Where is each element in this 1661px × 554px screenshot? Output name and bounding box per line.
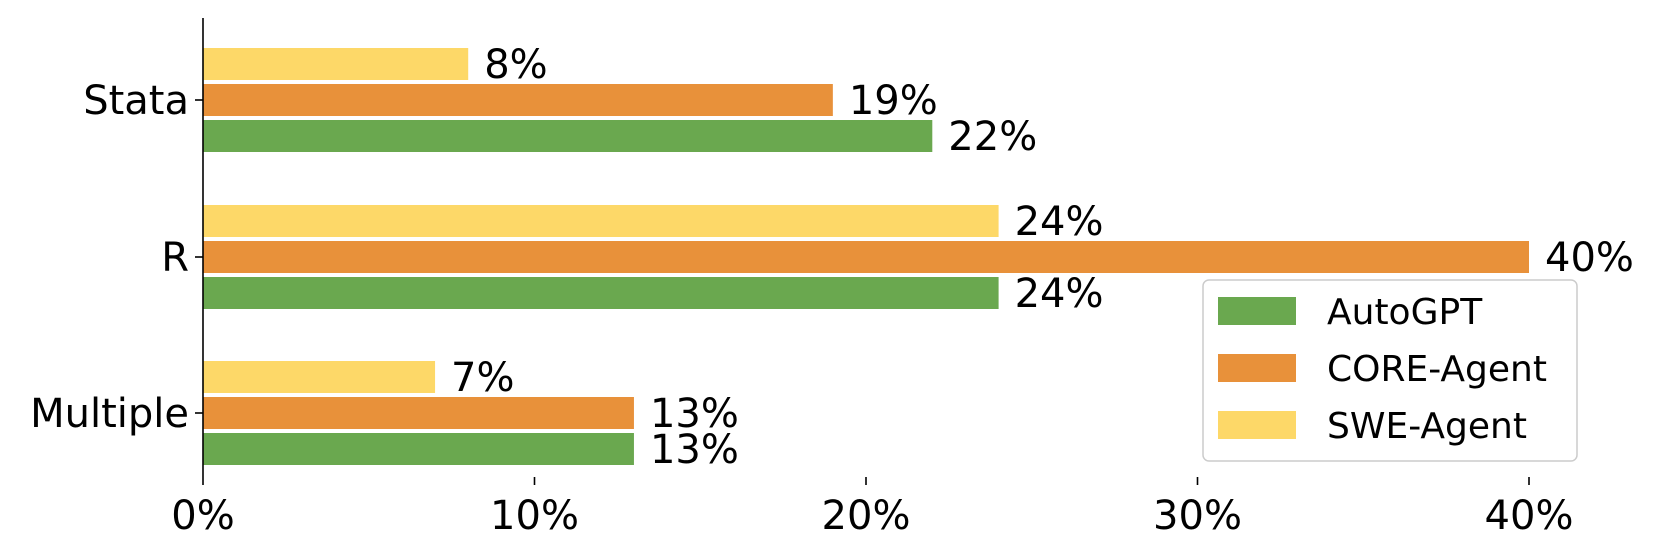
data-label-swe-agent-r: 24% — [1015, 199, 1104, 245]
legend-label-core-agent: CORE-Agent — [1327, 349, 1547, 390]
bar-swe-agent-r — [203, 205, 999, 237]
legend: AutoGPT CORE-Agent SWE-Agent — [1202, 279, 1578, 462]
bar-swe-agent-stata — [203, 48, 469, 80]
x-tick-label-0: 0% — [171, 493, 234, 539]
bar-core-agent-multiple — [203, 397, 634, 429]
legend-box — [1202, 279, 1578, 462]
axes-layer: Stata R Multiple 0% 10% 20% 30% 40% — [30, 18, 1573, 539]
x-tick-label-10: 10% — [490, 493, 579, 539]
bar-core-agent-r — [203, 241, 1529, 273]
x-tick-label-20: 20% — [822, 493, 911, 539]
data-label-core-agent-stata: 19% — [849, 78, 938, 124]
bar-autogpt-stata — [203, 120, 933, 152]
data-label-swe-agent-stata: 8% — [484, 42, 547, 88]
bars-layer — [203, 48, 1529, 465]
x-tick-label-40: 40% — [1485, 493, 1574, 539]
legend-swatch-core-agent — [1218, 354, 1296, 382]
bar-core-agent-stata — [203, 84, 833, 116]
data-label-autogpt-r: 24% — [1015, 271, 1104, 317]
legend-swatch-swe-agent — [1218, 411, 1296, 439]
data-label-core-agent-r: 40% — [1545, 235, 1634, 281]
legend-label-swe-agent: SWE-Agent — [1327, 406, 1527, 447]
bar-autogpt-multiple — [203, 433, 634, 465]
data-label-core-agent-multiple: 13% — [650, 391, 739, 437]
legend-swatch-autogpt — [1218, 297, 1296, 325]
y-tick-label-stata: Stata — [83, 78, 189, 124]
data-label-swe-agent-multiple: 7% — [451, 355, 514, 401]
bar-autogpt-r — [203, 277, 999, 309]
data-label-autogpt-stata: 22% — [948, 114, 1037, 160]
legend-label-autogpt: AutoGPT — [1327, 292, 1483, 333]
x-tick-label-30: 30% — [1153, 493, 1242, 539]
y-tick-label-multiple: Multiple — [30, 391, 189, 437]
y-tick-label-r: R — [161, 235, 189, 281]
bar-swe-agent-multiple — [203, 361, 436, 393]
data-labels-layer: 8% 19%22% 24% 40% 24% 7% 13%13% — [451, 42, 1634, 473]
data-label-autogpt-multiple: 13% — [650, 427, 739, 473]
